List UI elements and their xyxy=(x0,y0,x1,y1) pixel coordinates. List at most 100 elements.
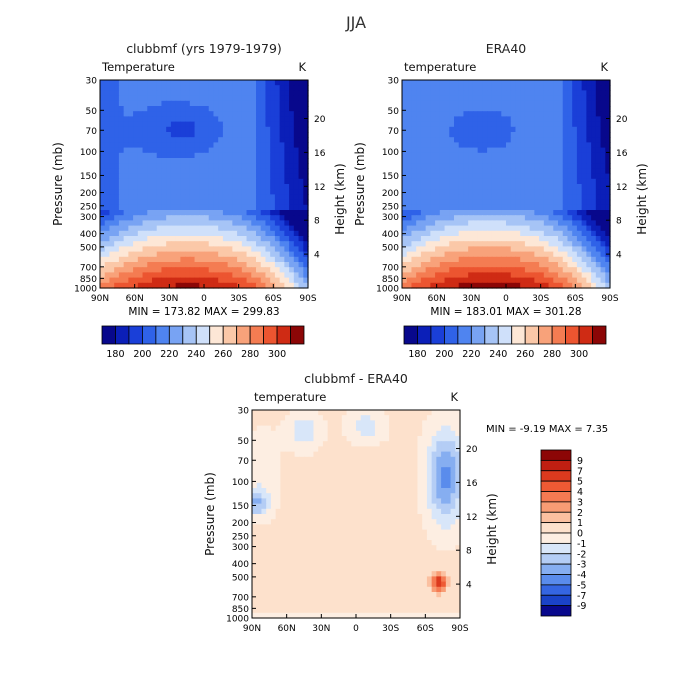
contour-cell xyxy=(455,503,461,510)
contour-cell xyxy=(260,225,267,232)
contour-cell xyxy=(449,189,455,195)
contour-cell xyxy=(252,508,258,515)
contour-cell xyxy=(128,236,134,242)
contour-cell xyxy=(208,194,215,201)
contour-cell xyxy=(605,199,611,206)
contour-cell xyxy=(100,142,106,149)
contour-cell xyxy=(393,462,400,468)
contour-cell xyxy=(189,251,196,258)
contour-cell xyxy=(137,241,144,247)
contour-cell xyxy=(426,472,433,479)
contour-cell xyxy=(543,220,550,227)
contour-cell xyxy=(199,267,205,273)
contour-cell xyxy=(341,451,348,458)
contour-cell xyxy=(510,111,517,117)
contour-cell xyxy=(194,173,200,180)
contour-cell xyxy=(510,178,517,185)
contour-cell xyxy=(445,467,452,473)
contour-cell xyxy=(534,80,540,86)
contour-cell xyxy=(384,493,390,499)
contour-cell xyxy=(170,158,177,164)
contour-cell xyxy=(408,467,414,473)
contour-cell xyxy=(501,251,507,258)
contour-cell xyxy=(227,256,233,263)
contour-cell xyxy=(213,282,219,289)
contour-cell xyxy=(252,534,258,541)
contour-cell xyxy=(356,430,362,437)
contour-cell xyxy=(189,137,196,143)
contour-cell xyxy=(420,132,427,138)
contour-cell xyxy=(252,488,258,494)
contour-cell xyxy=(284,241,290,247)
contour-cell xyxy=(567,277,573,284)
contour-cell xyxy=(515,272,521,279)
contour-cell xyxy=(152,126,158,133)
contour-cell xyxy=(365,550,371,557)
contour-cell xyxy=(318,534,324,541)
contour-cell xyxy=(279,262,285,268)
contour-cell xyxy=(322,477,329,484)
contour-cell xyxy=(251,121,257,128)
contour-cell xyxy=(180,80,186,86)
contour-cell xyxy=(591,215,597,221)
contour-cell xyxy=(572,210,578,216)
contour-cell xyxy=(435,137,441,143)
contour-cell xyxy=(600,204,606,211)
contour-cell xyxy=(425,220,431,227)
contour-cell xyxy=(137,225,144,232)
contour-cell xyxy=(510,246,517,253)
contour-cell xyxy=(241,95,248,102)
contour-cell xyxy=(491,178,498,185)
contour-cell xyxy=(408,503,414,510)
contour-cell xyxy=(137,168,144,175)
contour-cell xyxy=(204,241,210,247)
contour-cell xyxy=(289,540,296,546)
contour-cell xyxy=(529,220,535,227)
contour-cell xyxy=(572,189,578,195)
contour-cell xyxy=(441,467,447,473)
contour-cell xyxy=(572,158,578,164)
contour-cell xyxy=(529,194,535,201)
contour-cell xyxy=(293,80,300,86)
contour-cell xyxy=(450,550,456,557)
contour-cell xyxy=(274,282,281,289)
contour-cell xyxy=(351,534,357,541)
contour-cell xyxy=(455,436,461,442)
contour-cell xyxy=(539,236,545,242)
contour-cell xyxy=(318,560,324,567)
contour-cell xyxy=(265,80,271,86)
contour-cell xyxy=(109,121,115,128)
contour-cell xyxy=(351,477,357,484)
contour-cell xyxy=(524,100,531,107)
contour-cell xyxy=(496,137,502,143)
contour-cell xyxy=(605,100,611,107)
contour-cell xyxy=(265,282,271,289)
colorbar-label: 180 xyxy=(408,349,426,360)
contour-cell xyxy=(161,241,167,247)
contour-cell xyxy=(539,251,545,258)
contour-cell xyxy=(426,446,433,453)
contour-cell xyxy=(515,168,521,175)
contour-cell xyxy=(439,80,446,86)
contour-cell xyxy=(284,137,290,143)
contour-cell xyxy=(412,462,419,468)
contour-cell xyxy=(572,163,578,169)
contour-cell xyxy=(520,241,526,247)
contour-cell xyxy=(468,152,474,159)
contour-cell xyxy=(444,147,450,154)
contour-cell xyxy=(218,267,224,273)
contour-cell xyxy=(441,545,447,551)
contour-cell xyxy=(133,277,139,284)
contour-cell xyxy=(341,467,348,473)
contour-cell xyxy=(403,482,409,489)
contour-cell xyxy=(100,106,106,112)
contour-cell xyxy=(251,210,257,216)
contour-cell xyxy=(265,204,271,211)
contour-cell xyxy=(510,210,517,216)
contour-cell xyxy=(341,477,348,484)
contour-cell xyxy=(548,163,554,169)
contour-cell xyxy=(524,267,531,273)
contour-cell xyxy=(412,410,419,416)
contour-cell xyxy=(199,178,205,185)
contour-cell xyxy=(322,446,329,453)
